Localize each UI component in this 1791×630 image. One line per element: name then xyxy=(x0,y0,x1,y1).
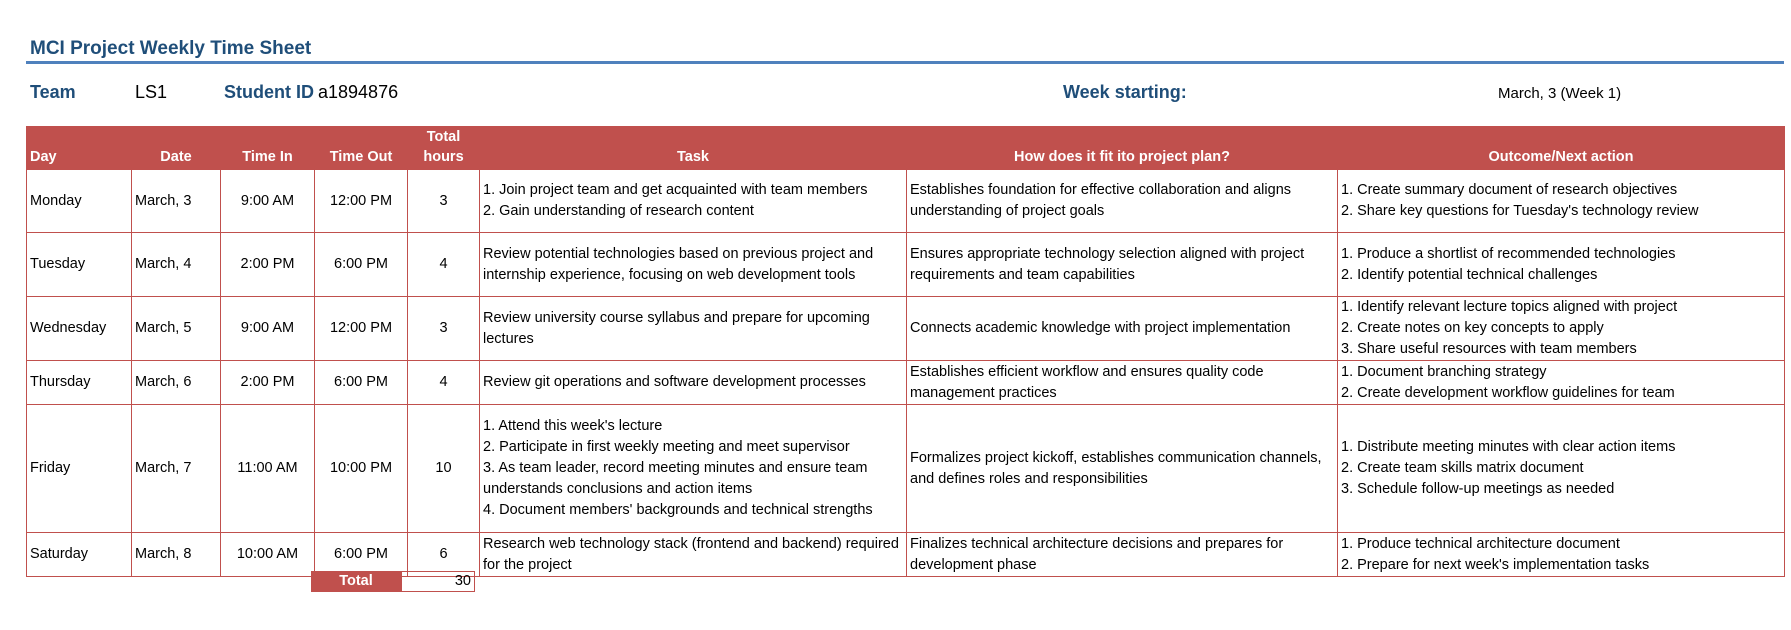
fit-cell: Formalizes project kickoff, establishes … xyxy=(906,404,1338,533)
hours-cell: 10 xyxy=(407,404,480,533)
hours-cell: 3 xyxy=(407,296,480,361)
table-row: Thursday March, 6 2:00 PM 6:00 PM 4 Revi… xyxy=(26,360,1785,405)
time-in-cell: 10:00 AM xyxy=(220,532,315,577)
table-row: Wednesday March, 5 9:00 AM 12:00 PM 3 Re… xyxy=(26,296,1785,361)
student-id-label: Student ID xyxy=(224,82,314,102)
sheet-title: MCI Project Weekly Time Sheet xyxy=(30,38,312,59)
fit-cell: Ensures appropriate technology selection… xyxy=(906,232,1338,297)
time-out-cell: 6:00 PM xyxy=(314,532,408,577)
hours-cell: 4 xyxy=(407,360,480,405)
time-out-cell: 12:00 PM xyxy=(314,296,408,361)
hours-cell: 3 xyxy=(407,169,480,233)
time-in-cell: 9:00 AM xyxy=(220,296,315,361)
team-label: Team xyxy=(30,82,76,102)
column-header-total-hours: Total hours xyxy=(407,126,480,170)
date-cell: March, 6 xyxy=(131,360,221,405)
column-header-date: Date xyxy=(131,126,221,170)
outcome-cell: 1. Identify relevant lecture topics alig… xyxy=(1337,296,1785,361)
total-hours-line2: hours xyxy=(423,149,464,165)
total-hours-value: 30 xyxy=(401,571,475,592)
table-row: Monday March, 3 9:00 AM 12:00 PM 3 1. Jo… xyxy=(26,169,1785,233)
total-hours-line1: Total xyxy=(426,129,461,145)
date-cell: March, 8 xyxy=(131,532,221,577)
date-cell: March, 4 xyxy=(131,232,221,297)
team-value: LS1 xyxy=(135,82,168,102)
column-header-time-in: Time In xyxy=(220,126,315,170)
task-cell: 1. Attend this week's lecture 2. Partici… xyxy=(479,404,907,533)
time-in-cell: 2:00 PM xyxy=(220,360,315,405)
day-cell: Thursday xyxy=(26,360,132,405)
time-out-cell: 6:00 PM xyxy=(314,232,408,297)
time-out-cell: 6:00 PM xyxy=(314,360,408,405)
total-label: Total xyxy=(311,571,401,592)
outcome-cell: 1. Document branching strategy 2. Create… xyxy=(1337,360,1785,405)
outcome-cell: 1. Distribute meeting minutes with clear… xyxy=(1337,404,1785,533)
fit-cell: Establishes efficient workflow and ensur… xyxy=(906,360,1338,405)
time-out-cell: 10:00 PM xyxy=(314,404,408,533)
outcome-cell: 1. Produce a shortlist of recommended te… xyxy=(1337,232,1785,297)
table-row: Saturday March, 8 10:00 AM 6:00 PM 6 Res… xyxy=(26,532,1785,577)
table-row: Friday March, 7 11:00 AM 10:00 PM 10 1. … xyxy=(26,404,1785,533)
time-in-cell: 11:00 AM xyxy=(220,404,315,533)
task-cell: Research web technology stack (frontend … xyxy=(479,532,907,577)
table-row: Tuesday March, 4 2:00 PM 6:00 PM 4 Revie… xyxy=(26,232,1785,297)
column-header-fit: How does it fit ito project plan? xyxy=(906,126,1338,170)
week-starting-label: Week starting: xyxy=(1063,82,1187,102)
week-starting-value: March, 3 (Week 1) xyxy=(1498,85,1622,102)
fit-cell: Connects academic knowledge with project… xyxy=(906,296,1338,361)
date-cell: March, 3 xyxy=(131,169,221,233)
outcome-cell: 1. Produce technical architecture docume… xyxy=(1337,532,1785,577)
day-cell: Wednesday xyxy=(26,296,132,361)
task-cell: Review git operations and software devel… xyxy=(479,360,907,405)
hours-cell: 4 xyxy=(407,232,480,297)
task-cell: Review potential technologies based on p… xyxy=(479,232,907,297)
task-cell: 1. Join project team and get acquainted … xyxy=(479,169,907,233)
fit-cell: Establishes foundation for effective col… xyxy=(906,169,1338,233)
time-in-cell: 9:00 AM xyxy=(220,169,315,233)
column-header-day: Day xyxy=(26,126,132,170)
time-out-cell: 12:00 PM xyxy=(314,169,408,233)
date-cell: March, 7 xyxy=(131,404,221,533)
hours-cell: 6 xyxy=(407,532,480,577)
task-cell: Review university course syllabus and pr… xyxy=(479,296,907,361)
day-cell: Monday xyxy=(26,169,132,233)
date-cell: March, 5 xyxy=(131,296,221,361)
time-in-cell: 2:00 PM xyxy=(220,232,315,297)
table-header-row: Day Date Time In Time Out Total hours Tas… xyxy=(26,126,1785,170)
timesheet-table: Day Date Time In Time Out Total hours Tas… xyxy=(26,126,1785,577)
column-header-outcome: Outcome/Next action xyxy=(1337,126,1785,170)
outcome-cell: 1. Create summary document of research o… xyxy=(1337,169,1785,233)
column-header-time-out: Time Out xyxy=(314,126,408,170)
student-id-value: a1894876 xyxy=(318,82,399,102)
day-cell: Tuesday xyxy=(26,232,132,297)
column-header-task: Task xyxy=(479,126,907,170)
day-cell: Friday xyxy=(26,404,132,533)
title-underline xyxy=(26,61,1784,64)
fit-cell: Finalizes technical architecture decisio… xyxy=(906,532,1338,577)
day-cell: Saturday xyxy=(26,532,132,577)
